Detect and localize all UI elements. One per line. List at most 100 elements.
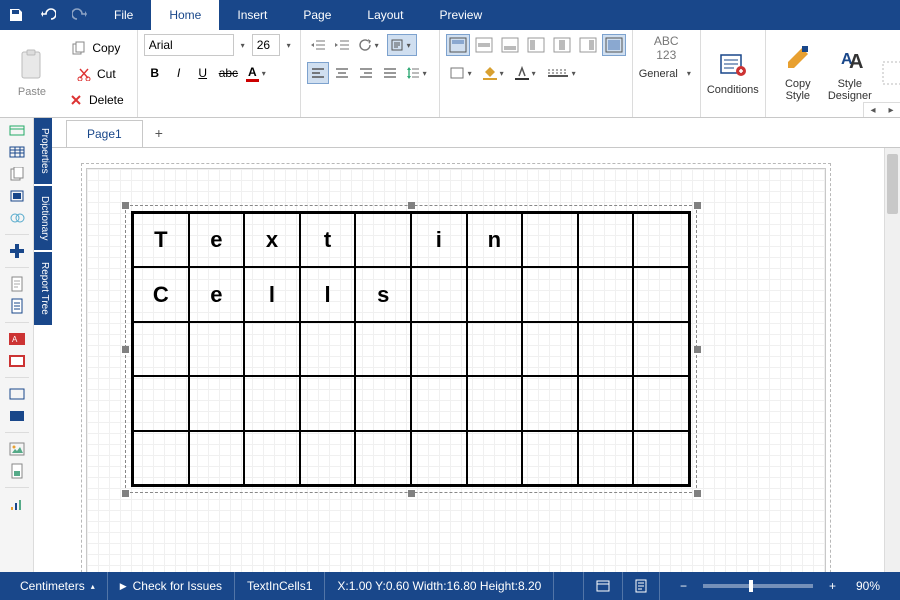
tool-icon[interactable]: [7, 408, 27, 424]
table-cell[interactable]: [133, 431, 189, 485]
valign-top-button[interactable]: [446, 34, 470, 56]
italic-button[interactable]: I: [168, 62, 190, 84]
tool-icon[interactable]: [7, 243, 27, 259]
table-cell[interactable]: [189, 376, 245, 430]
design-canvas[interactable]: TextinCells: [52, 148, 900, 572]
strike-button[interactable]: abc: [216, 62, 241, 84]
redo-button[interactable]: [64, 0, 96, 30]
table-cell[interactable]: [133, 376, 189, 430]
table-cell[interactable]: [578, 376, 634, 430]
resize-handle[interactable]: [694, 202, 701, 209]
align-center-button[interactable]: [331, 62, 353, 84]
table-cell[interactable]: [189, 431, 245, 485]
cut-button[interactable]: Cut: [62, 63, 131, 85]
table-cell[interactable]: i: [411, 213, 467, 267]
table-cell[interactable]: [578, 322, 634, 376]
vertical-scrollbar[interactable]: [884, 148, 900, 572]
delete-button[interactable]: Delete: [62, 89, 131, 111]
menu-file[interactable]: File: [96, 0, 151, 30]
tool-icon[interactable]: [7, 441, 27, 457]
table-cell[interactable]: [467, 322, 523, 376]
page-tab[interactable]: Page1: [66, 120, 143, 147]
table-cell[interactable]: [300, 431, 356, 485]
table-cell[interactable]: [633, 376, 689, 430]
table-cell[interactable]: [633, 431, 689, 485]
table-cell[interactable]: [633, 322, 689, 376]
sidetab-dictionary[interactable]: Dictionary: [34, 186, 52, 250]
halign-right-button[interactable]: [576, 34, 600, 56]
tool-icon[interactable]: [7, 386, 27, 402]
zoom-in-button[interactable]: +: [821, 579, 844, 593]
font-size-input[interactable]: [252, 34, 280, 56]
table-cell[interactable]: t: [300, 213, 356, 267]
align-justify-button[interactable]: [379, 62, 401, 84]
tool-icon[interactable]: [7, 144, 27, 160]
units-selector[interactable]: Centimeters▴: [8, 572, 108, 600]
table-cell[interactable]: [522, 267, 578, 321]
indent-button[interactable]: [331, 34, 353, 56]
table-cell[interactable]: e: [189, 213, 245, 267]
paste-button[interactable]: Paste: [6, 34, 58, 112]
zoom-slider[interactable]: [703, 584, 813, 588]
menu-page[interactable]: Page: [285, 0, 349, 30]
table-cell[interactable]: [522, 376, 578, 430]
font-family-input[interactable]: [144, 34, 234, 56]
menu-home[interactable]: Home: [151, 0, 219, 30]
resize-handle[interactable]: [122, 202, 129, 209]
tool-icon[interactable]: [7, 210, 27, 226]
table-cell[interactable]: C: [133, 267, 189, 321]
table-cell[interactable]: T: [133, 213, 189, 267]
tool-icon[interactable]: [7, 188, 27, 204]
view-mode-1[interactable]: [584, 572, 623, 600]
table-cell[interactable]: s: [355, 267, 411, 321]
table-cell[interactable]: [633, 213, 689, 267]
fill-color-button[interactable]: ▾: [480, 62, 510, 84]
bold-button[interactable]: B: [144, 62, 166, 84]
borders-button[interactable]: ▾: [446, 62, 478, 84]
save-button[interactable]: [0, 0, 32, 30]
tool-icon[interactable]: [7, 353, 27, 369]
align-right-button[interactable]: [355, 62, 377, 84]
underline-button[interactable]: U: [192, 62, 214, 84]
resize-handle[interactable]: [408, 202, 415, 209]
zoom-readout[interactable]: 90%: [856, 579, 880, 593]
style-placeholder-button[interactable]: [876, 34, 900, 112]
table-cell[interactable]: e: [189, 267, 245, 321]
table-cell[interactable]: [467, 267, 523, 321]
table-cell[interactable]: [355, 213, 411, 267]
table-cell[interactable]: [300, 376, 356, 430]
table-cell[interactable]: n: [467, 213, 523, 267]
table-cell[interactable]: [411, 267, 467, 321]
table-cell[interactable]: [578, 267, 634, 321]
table-cell[interactable]: [244, 431, 300, 485]
valign-bottom-button[interactable]: [498, 34, 522, 56]
line-spacing-button[interactable]: ▾: [403, 62, 433, 84]
table-cell[interactable]: [300, 322, 356, 376]
text-in-cells-table[interactable]: TextinCells: [131, 211, 691, 487]
chevron-down-icon[interactable]: ▾: [684, 69, 694, 78]
tool-icon[interactable]: [7, 122, 27, 138]
chevron-down-icon[interactable]: ▾: [238, 41, 248, 50]
tool-icon[interactable]: [7, 463, 27, 479]
tool-icon[interactable]: A: [7, 331, 27, 347]
page-surface[interactable]: TextinCells: [86, 168, 826, 572]
valign-middle-button[interactable]: [472, 34, 496, 56]
resize-handle[interactable]: [122, 490, 129, 497]
conditions-button[interactable]: Conditions: [707, 34, 759, 112]
font-color-button[interactable]: A▾: [243, 62, 272, 84]
table-cell[interactable]: [244, 322, 300, 376]
chevron-down-icon[interactable]: ▾: [284, 41, 294, 50]
table-cell[interactable]: [522, 322, 578, 376]
copy-button[interactable]: Copy: [62, 37, 131, 59]
resize-handle[interactable]: [694, 490, 701, 497]
text-color-button[interactable]: ▾: [512, 62, 542, 84]
table-cell[interactable]: [578, 213, 634, 267]
view-mode-2[interactable]: [623, 572, 660, 600]
menu-layout[interactable]: Layout: [349, 0, 421, 30]
table-cell[interactable]: x: [244, 213, 300, 267]
outdent-button[interactable]: [307, 34, 329, 56]
table-cell[interactable]: [633, 267, 689, 321]
table-cell[interactable]: l: [244, 267, 300, 321]
resize-handle[interactable]: [408, 490, 415, 497]
table-cell[interactable]: [578, 431, 634, 485]
